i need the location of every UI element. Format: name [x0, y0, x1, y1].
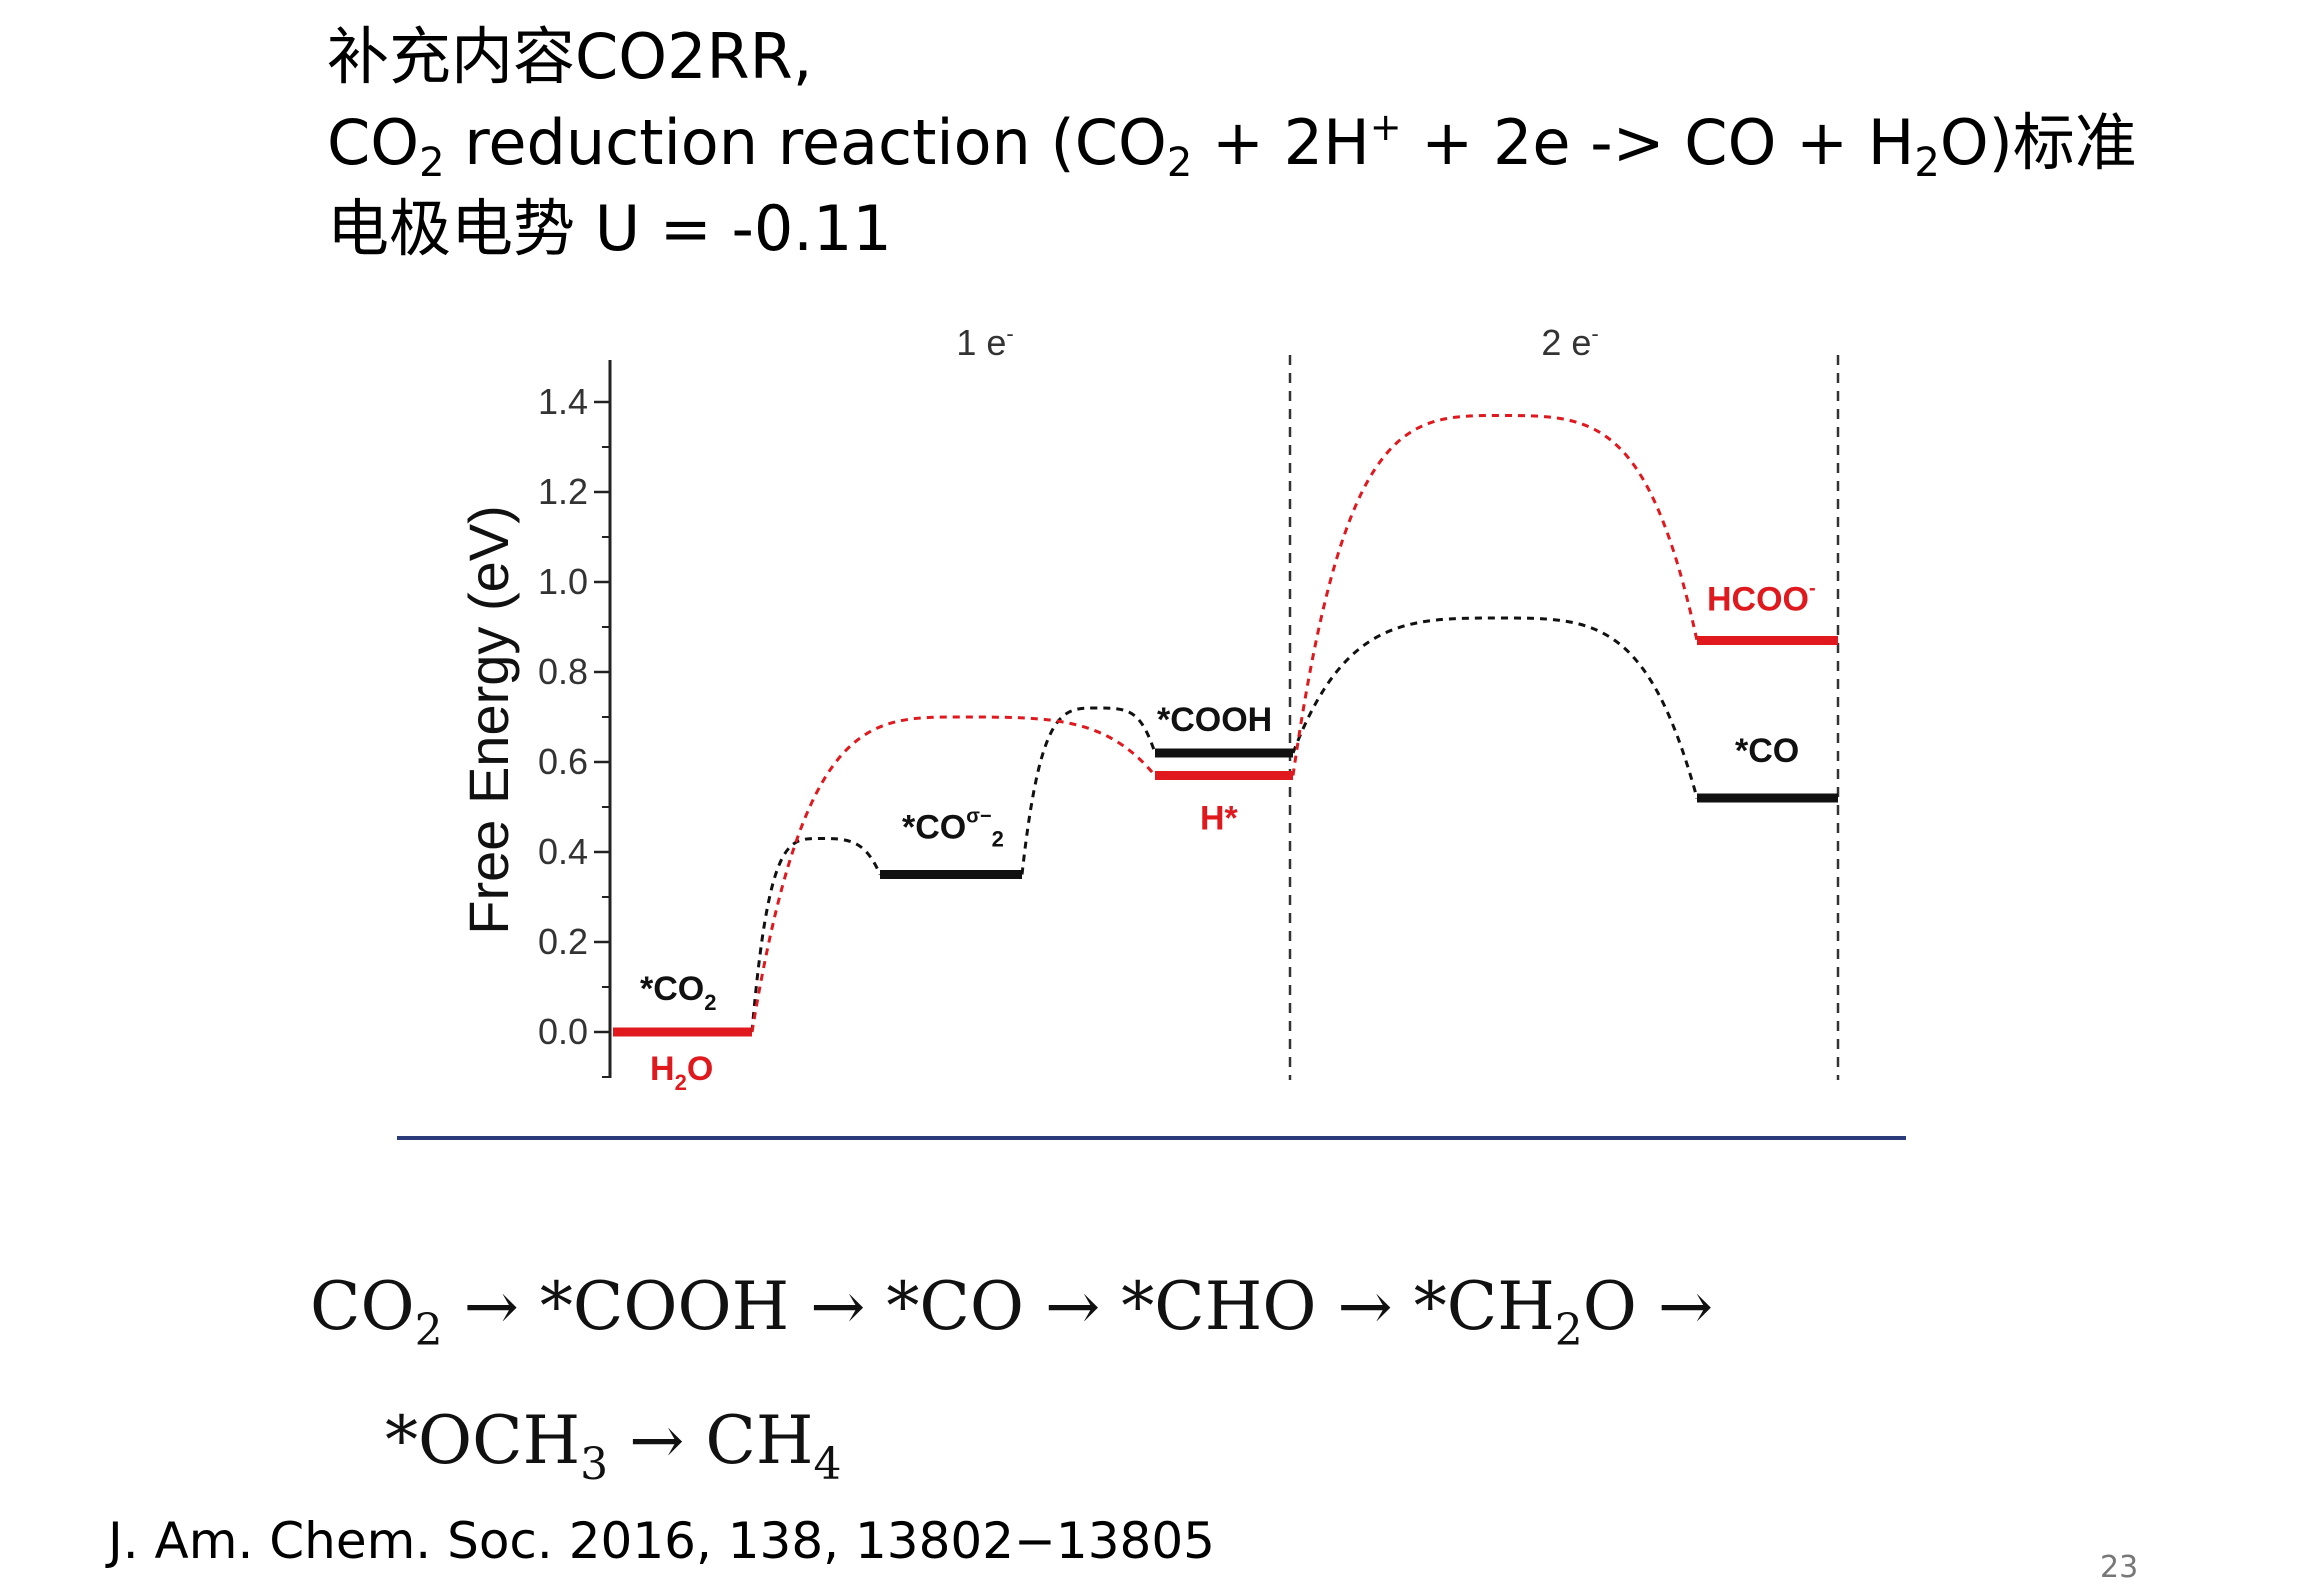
title-line-1: 补充内容CO2RR, [327, 20, 813, 93]
y-axis-label: Free Energy (eV) [457, 505, 520, 935]
y-tick-label: 1.4 [538, 381, 588, 422]
title-text: reduction reaction (CO [444, 106, 1167, 179]
title-line-3: 电极电势 U = -0.11 [327, 192, 892, 265]
y-tick-label: 0.0 [538, 1011, 588, 1052]
pathway-text: O → [1582, 1268, 1714, 1345]
state-label: HCOO- [1707, 578, 1816, 619]
title-subscript: 2 [419, 140, 445, 186]
pathway-text: → CH [608, 1402, 814, 1479]
section-label: 1 e- [956, 321, 1013, 363]
reaction-barrier-curve [1291, 616, 1699, 799]
title-text: + 2H [1192, 106, 1370, 179]
title-superscript: + [1369, 105, 1402, 149]
state-label: H* [1200, 800, 1239, 838]
separator-line [397, 1136, 1906, 1140]
title-line-2: CO2 reduction reaction (CO2 + 2H+ + 2e -… [327, 100, 2137, 186]
pathway-line-1: CO2 → *COOH → *CO → *CHO → *CH2O → [310, 1268, 1714, 1353]
y-tick-label: 0.2 [538, 921, 588, 962]
section-label: 2 e- [1541, 321, 1598, 363]
pathway-text: CO [310, 1268, 415, 1345]
pathway-subscript: 4 [813, 1439, 842, 1490]
y-tick-label: 0.4 [538, 831, 588, 872]
pathway-subscript: 3 [580, 1439, 609, 1490]
reaction-barrier-curve [750, 836, 882, 1033]
y-tick-label: 0.6 [538, 741, 588, 782]
reaction-barrier-curve [1020, 706, 1157, 875]
citation: J. Am. Chem. Soc. 2016, 138, 13802−13805 [108, 1512, 1215, 1570]
pathway-line-2: *OCH3 → CH4 [385, 1402, 842, 1487]
state-label: *CO [1735, 732, 1799, 770]
y-tick-label: 1.2 [538, 471, 588, 512]
state-label: H2O [650, 1050, 713, 1095]
state-label: *CO2 [640, 970, 716, 1015]
pathway-text: *OCH [385, 1402, 581, 1479]
title-text: + 2e -> CO + H [1401, 106, 1915, 179]
reaction-barrier-curve [750, 715, 1157, 1033]
y-tick-label: 1.0 [538, 561, 588, 602]
y-tick-label: 0.8 [538, 651, 588, 692]
state-label: *COOH [1157, 701, 1272, 739]
title-subscript: 2 [1914, 140, 1940, 186]
reaction-barrier-curve [1291, 413, 1699, 776]
pathway-subscript: 2 [1554, 1305, 1583, 1356]
title-subscript: 2 [1166, 140, 1193, 186]
state-label: *COσ−2 [902, 806, 1004, 852]
title-text: O)标准 [1939, 106, 2137, 179]
pathway-text: → *COOH → *CO → *CHO → *CH [442, 1268, 1555, 1345]
page-number: 23 [2100, 1550, 2139, 1585]
slide-title: 补充内容CO2RR, CO2 reduction reaction (CO2 +… [327, 14, 2137, 272]
title-text: CO [327, 106, 420, 179]
pathway-subscript: 2 [414, 1305, 443, 1356]
